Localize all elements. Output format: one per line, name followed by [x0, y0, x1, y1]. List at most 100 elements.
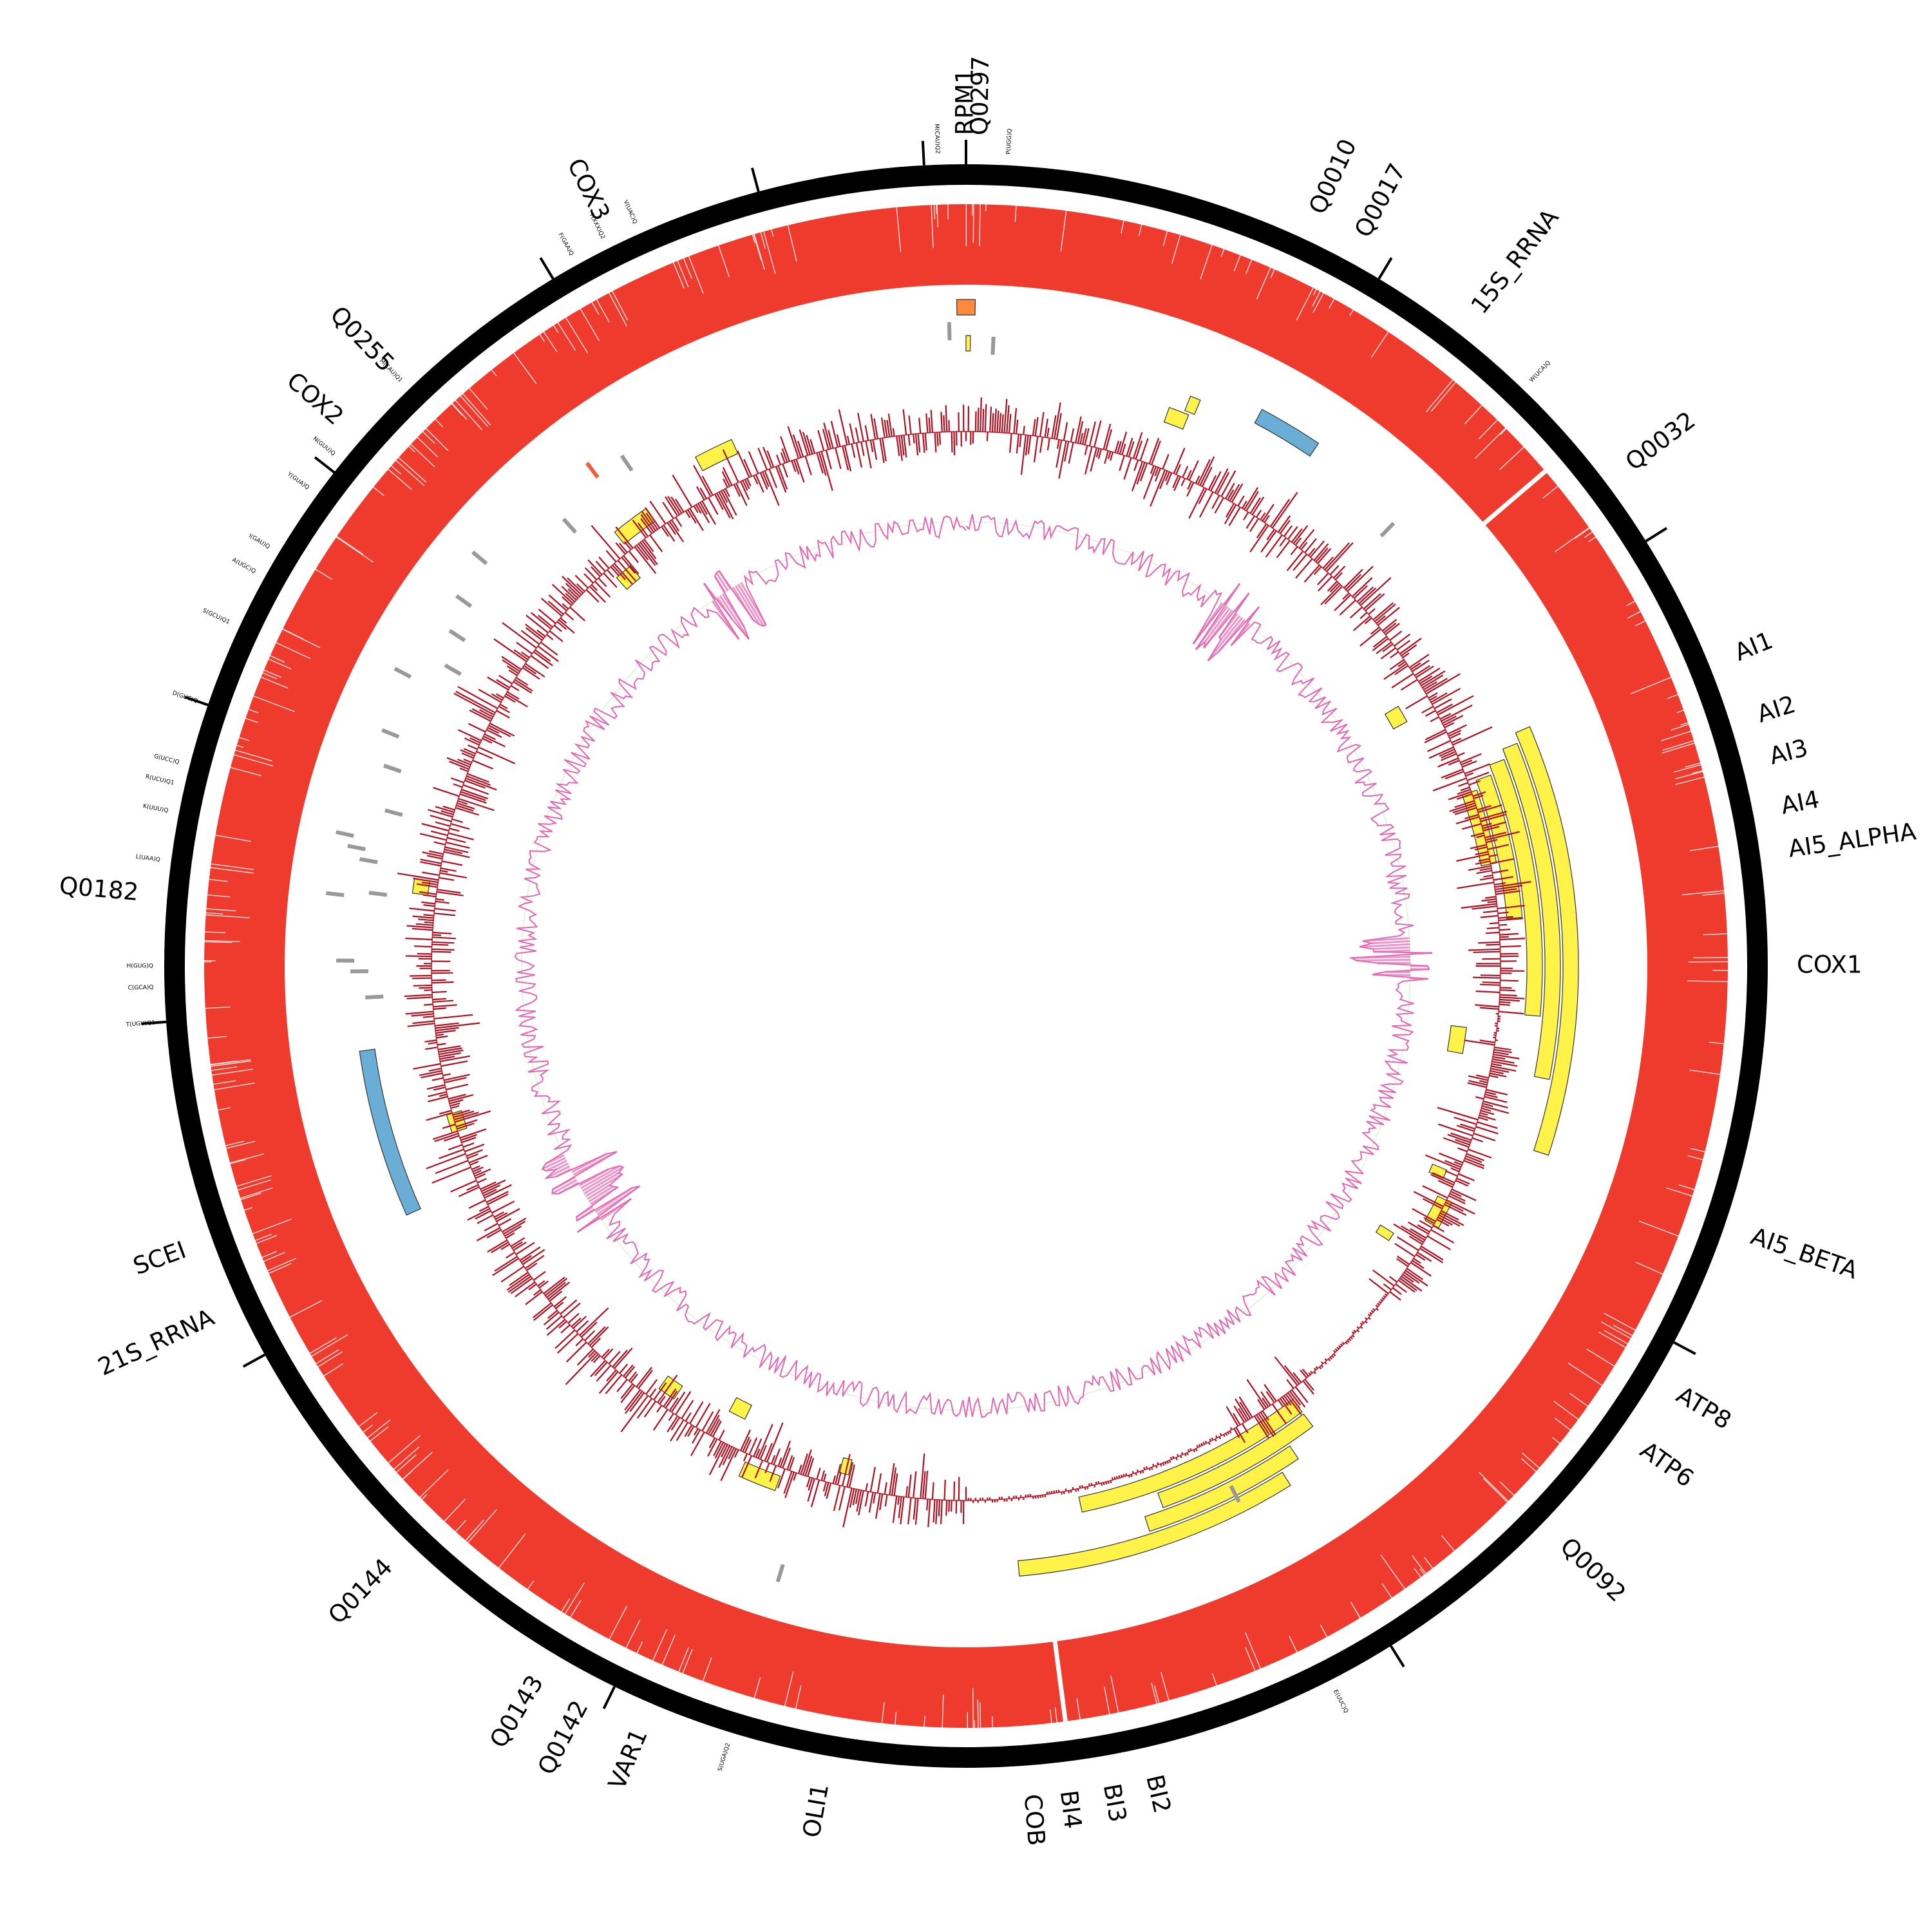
- trna-label-e-uuc-q: E(UUC)Q: [1332, 1689, 1349, 1714]
- trna-mark: [990, 336, 996, 355]
- feature-tracks: [359, 299, 1579, 1577]
- feature-block: [965, 335, 971, 352]
- gene-label-atp8: ATP8: [1672, 1381, 1736, 1435]
- gene-label-q0144: Q0144: [323, 1553, 398, 1630]
- gene-label-bi3: BI3: [1098, 1781, 1132, 1824]
- trna-label-w-uca-q: W(UCA)Q: [1528, 360, 1551, 384]
- trna-label-i-gau-q: I(GAU)Q: [247, 533, 270, 550]
- trna-mark: [365, 994, 384, 999]
- coverage-ring: [204, 204, 1728, 1728]
- feature-block: [695, 439, 739, 471]
- gene-label-ai5-alpha: AI5_ALPHA: [1786, 817, 1918, 862]
- gene-label-var1: VAR1: [603, 1725, 653, 1794]
- trna-mark: [347, 844, 366, 851]
- trna-mark: [585, 462, 600, 479]
- feature-block: [1078, 1399, 1303, 1513]
- feature-block: [1184, 395, 1201, 415]
- gc-content-line: [514, 514, 1433, 1418]
- trna-mark: [381, 728, 400, 739]
- gc-skew-spikes: [397, 397, 1531, 1528]
- gene-label-q0143: Q0143: [484, 1671, 549, 1753]
- trna-label-k-uuu-q: K(UUU)Q: [142, 803, 169, 814]
- gene-label-q0032: Q0032: [1620, 406, 1700, 477]
- gene-label-ai2: AI2: [1754, 690, 1799, 728]
- gene-tick-marks: [141, 140, 1696, 1710]
- gene-label-q0010: Q0010: [1303, 135, 1362, 218]
- gene-label-atp6: ATP6: [1635, 1436, 1699, 1493]
- trna-mark: [455, 594, 473, 609]
- trna-mark: [562, 517, 577, 534]
- gene-tick: [1673, 1341, 1696, 1356]
- gene-label-q0142: Q0142: [533, 1696, 594, 1779]
- trna-mark: [326, 891, 345, 897]
- feature-block: [1502, 743, 1561, 1080]
- gene-label-ai3: AI3: [1766, 734, 1811, 770]
- feature-block: [359, 1048, 421, 1216]
- gene-label-bi4: BI4: [1055, 1789, 1087, 1831]
- gc-content-track: [514, 514, 1433, 1418]
- feature-block: [614, 507, 656, 545]
- backbone-ring: [164, 164, 1768, 1768]
- trna-label-r-ucu-q1: R(UCU)Q1: [145, 773, 175, 786]
- feature-block: [1515, 726, 1579, 1156]
- feature-block: [1144, 1445, 1299, 1532]
- trna-mark: [444, 663, 462, 676]
- gene-label-ai5-beta: AI5_BETA: [1747, 1222, 1861, 1285]
- gene-label-q0297: Q0297: [965, 56, 994, 136]
- gene-label-scei: SCEI: [129, 1236, 189, 1280]
- gene-label-q0182: Q0182: [58, 871, 140, 906]
- gene-tick: [141, 1020, 167, 1025]
- gene-tick: [602, 1686, 616, 1710]
- feature-block: [728, 1397, 753, 1420]
- trna-label-g-ucc-q: G(UCC)Q: [153, 753, 180, 766]
- feature-block: [1446, 1025, 1467, 1054]
- coverage-track: [203, 203, 1729, 1728]
- trna-label-f-gaa-q: F(GAA)Q: [557, 232, 575, 257]
- trna-label-s-gcu-q1: S(GCU)Q1: [202, 607, 231, 625]
- gene-label-cob: COB: [1019, 1793, 1050, 1846]
- gene-label-q0092: Q0092: [1555, 1532, 1631, 1607]
- feature-block: [1375, 1224, 1394, 1242]
- coverage-dips: [203, 203, 1729, 1728]
- trna-mark: [448, 629, 466, 643]
- trna-label-y-gua-q: Y(GUA)Q: [285, 471, 310, 491]
- gene-tick: [242, 1353, 266, 1368]
- gene-label-rpm1: RPM1: [951, 69, 979, 135]
- gene-label-ai1: AI1: [1730, 627, 1777, 667]
- trna-mark: [620, 454, 634, 472]
- feature-block: [1163, 406, 1189, 430]
- gene-tick: [1390, 1645, 1405, 1668]
- gene-tick: [184, 696, 209, 706]
- trna-mark: [359, 857, 378, 864]
- trna-mark: [336, 830, 354, 838]
- trna-marks-track: [326, 322, 1396, 1583]
- trna-label-h-gug-q: H(GUG)Q: [127, 963, 153, 970]
- gc-content-fill: [542, 570, 1433, 1233]
- feature-block: [1384, 705, 1408, 730]
- feature-block: [1157, 1413, 1314, 1508]
- gene-label-cox2: COX2: [281, 366, 349, 430]
- coverage-gap: [1052, 1640, 1068, 1723]
- feature-block: [658, 1375, 683, 1400]
- gene-tick: [1645, 527, 1668, 542]
- gene-label-bi2: BI2: [1141, 1772, 1176, 1816]
- coverage-gap: [1481, 468, 1548, 526]
- gene-label-cox1: COX1: [1797, 951, 1862, 979]
- gene-label-ai4: AI4: [1779, 785, 1822, 820]
- gene-tick: [1378, 257, 1393, 279]
- trna-mark: [383, 763, 402, 773]
- trna-label-a-ugc-q: A(UGC)Q: [231, 557, 256, 575]
- trna-label-c-gca-q: C(GCA)Q: [128, 985, 154, 992]
- trna-label-l-uaa-q: L(UAA)Q: [135, 854, 160, 864]
- gc-skew-track: [397, 397, 1531, 1528]
- gene-label-21s-rrna: 21S_RRNA: [94, 1303, 219, 1381]
- feature-block: [1254, 408, 1320, 457]
- gene-label-oli1: OLI1: [797, 1781, 834, 1839]
- trna-mark: [1379, 522, 1396, 538]
- trna-mark: [384, 808, 403, 817]
- trna-mark: [775, 1564, 785, 1583]
- feature-block: [956, 299, 976, 316]
- trna-label-n-guu-q: N(GUU)Q: [312, 435, 336, 457]
